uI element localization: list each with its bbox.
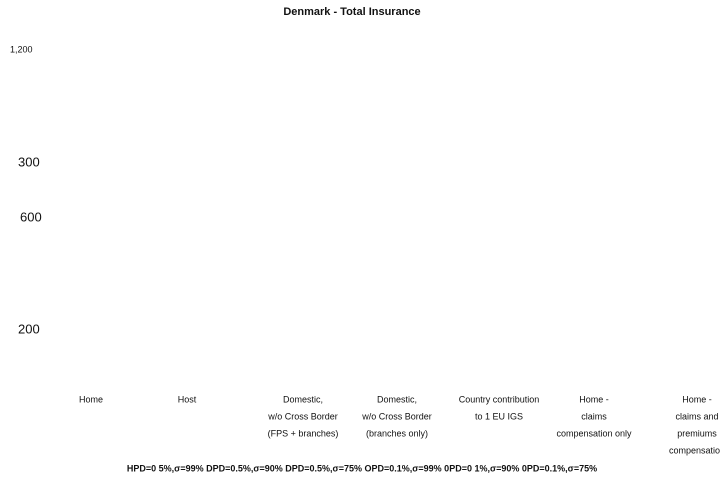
category-label: Domestic, (377, 394, 417, 404)
category-label: Home - (579, 394, 609, 404)
category-label: to 1 EU IGS (475, 411, 523, 421)
chart-title: Denmark - Total Insurance (283, 6, 420, 18)
category-label: compensation (669, 445, 720, 455)
category-label: Country contribution (459, 394, 540, 404)
category-label: Home (79, 394, 103, 404)
category-label: premiums (677, 428, 717, 438)
category-label: compensation only (556, 428, 632, 438)
category-label: Host (178, 394, 197, 404)
category-label: Home - (682, 394, 712, 404)
category-label: (FPS + branches) (268, 428, 339, 438)
y-label: 1,200 (10, 44, 33, 54)
category-label: w/o Cross Border (267, 411, 338, 421)
category-label: (branches only) (366, 428, 428, 438)
y-label: 600 (20, 209, 42, 224)
category-label: claims and (675, 411, 718, 421)
category-label: w/o Cross Border (361, 411, 432, 421)
y-label: 200 (18, 321, 40, 336)
footer-note: HPD=0 5%,σ=99% DPD=0.5%,σ=90% DPD=0.5%,σ… (127, 463, 597, 473)
y-label: 300 (18, 154, 40, 169)
category-label: Domestic, (283, 394, 323, 404)
category-label: claims (581, 411, 607, 421)
